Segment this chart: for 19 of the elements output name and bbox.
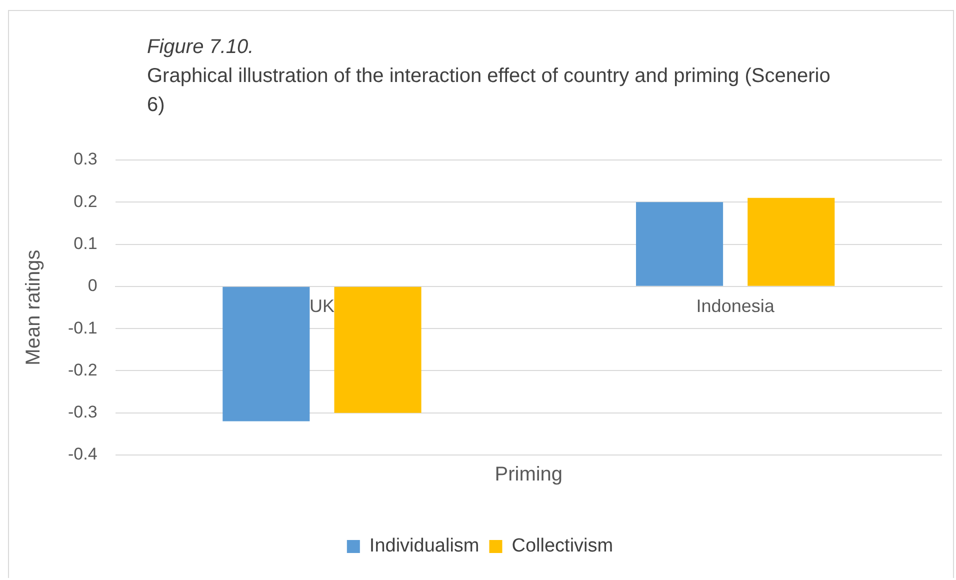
legend-label: Individualism xyxy=(369,536,480,557)
y-tick-label: -0.1 xyxy=(68,318,98,338)
bar xyxy=(222,286,310,422)
bar xyxy=(334,286,422,413)
y-axis-title: Mean ratings xyxy=(22,250,45,366)
y-tick-label: 0 xyxy=(88,276,98,296)
y-tick-label: 0.1 xyxy=(74,234,98,253)
chart-title: Figure 7.10. xyxy=(147,36,254,59)
y-tick-label: -0.2 xyxy=(68,360,98,380)
y-tick-label: -0.3 xyxy=(68,402,98,422)
y-tick-label: 0.2 xyxy=(74,192,98,211)
y-tick-label: -0.4 xyxy=(68,444,98,464)
chart-subtitle: Graphical illustration of the interaction effect of country and priming (Scenerio 6) xyxy=(147,64,832,118)
bar xyxy=(748,198,835,286)
y-tick-label: 0.3 xyxy=(74,150,98,169)
bar xyxy=(636,202,724,286)
x-axis-title: Priming xyxy=(494,464,563,486)
x-tick-label: Indonesia xyxy=(696,296,776,316)
legend-label: Collectivism xyxy=(512,536,614,557)
